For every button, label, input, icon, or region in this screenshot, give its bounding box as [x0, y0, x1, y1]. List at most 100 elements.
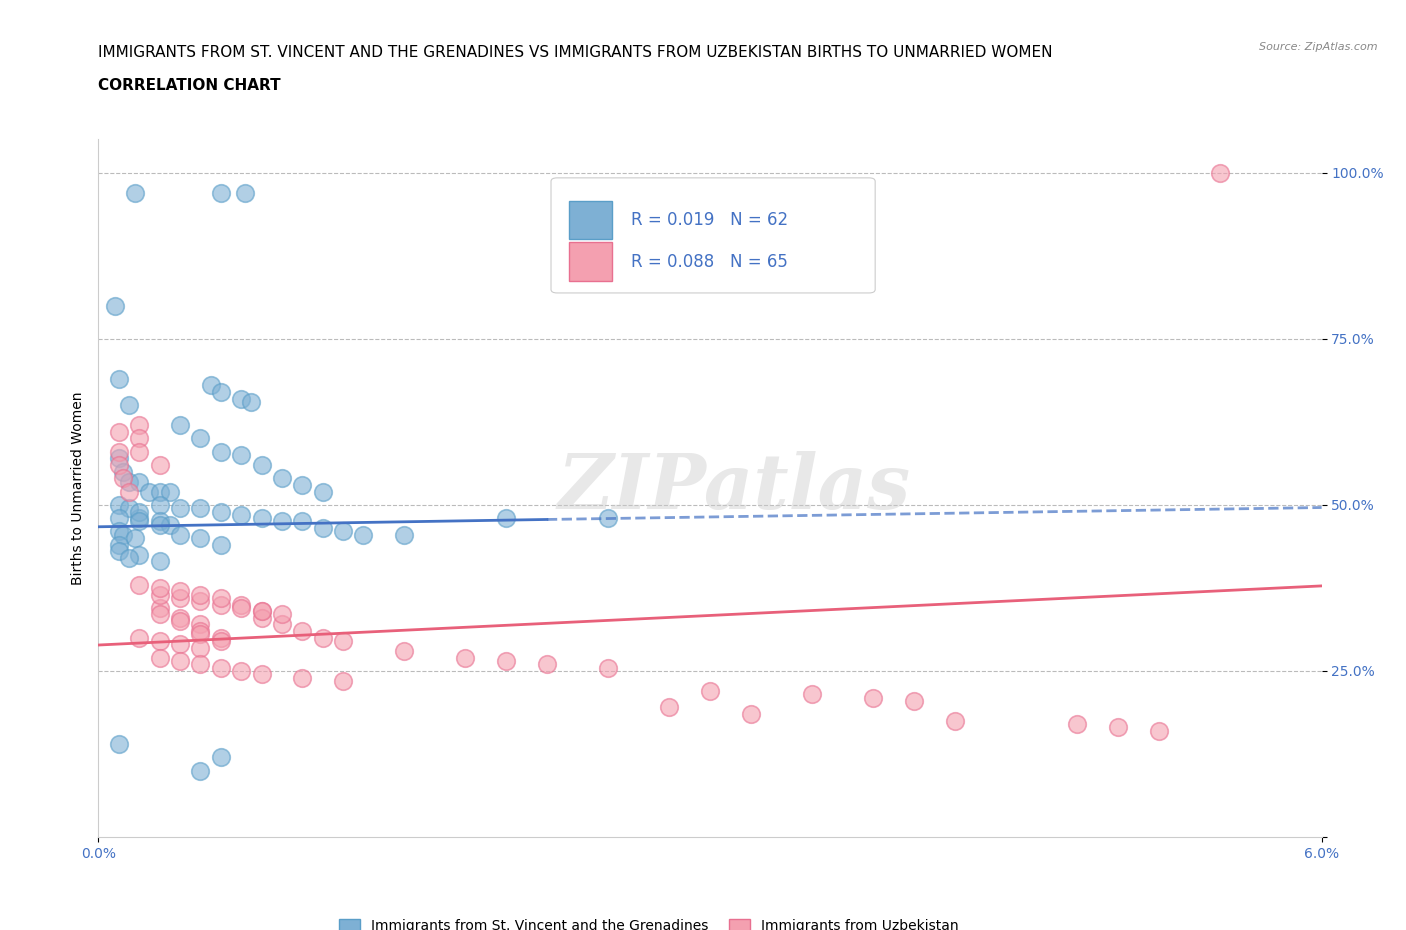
Point	[128, 445, 150, 459]
Point	[943, 713, 966, 728]
Point	[311, 631, 335, 645]
Point	[111, 464, 134, 479]
Y-axis label: Births to Unmarried Women: Births to Unmarried Women	[70, 392, 84, 585]
Point	[118, 474, 141, 489]
Point	[188, 764, 212, 778]
Point	[291, 671, 314, 685]
Point	[250, 458, 273, 472]
Point	[188, 624, 212, 639]
Point	[108, 524, 131, 538]
Point	[159, 517, 181, 532]
Point	[149, 554, 172, 569]
Point	[188, 587, 212, 602]
Point	[108, 544, 131, 559]
Point	[233, 185, 256, 200]
Point	[658, 700, 681, 715]
Text: CORRELATION CHART: CORRELATION CHART	[98, 78, 281, 93]
Point	[128, 418, 150, 432]
Point	[332, 524, 354, 538]
Point	[231, 447, 253, 462]
Legend: Immigrants from St. Vincent and the Grenadines, Immigrants from Uzbekistan: Immigrants from St. Vincent and the Gren…	[333, 913, 965, 930]
Point	[231, 601, 253, 616]
Point	[1066, 717, 1088, 732]
Text: Source: ZipAtlas.com: Source: ZipAtlas.com	[1260, 42, 1378, 52]
Point	[149, 633, 172, 648]
Point	[699, 684, 721, 698]
Text: ZIPatlas: ZIPatlas	[558, 451, 911, 525]
Point	[128, 514, 150, 529]
Point	[188, 593, 212, 608]
Point	[598, 511, 620, 525]
Point	[291, 514, 314, 529]
Point	[169, 610, 191, 625]
Point	[169, 614, 191, 629]
Point	[250, 610, 273, 625]
Point	[332, 673, 354, 688]
Point	[188, 627, 212, 642]
FancyBboxPatch shape	[551, 178, 875, 293]
Point	[598, 660, 620, 675]
Point	[209, 504, 232, 519]
Point	[149, 458, 172, 472]
Point	[108, 451, 131, 466]
Point	[1208, 166, 1232, 180]
Point	[862, 690, 884, 705]
Point	[108, 498, 131, 512]
Text: IMMIGRANTS FROM ST. VINCENT AND THE GRENADINES VS IMMIGRANTS FROM UZBEKISTAN BIR: IMMIGRANTS FROM ST. VINCENT AND THE GREN…	[98, 46, 1053, 60]
Point	[108, 371, 131, 386]
Point	[250, 604, 273, 618]
FancyBboxPatch shape	[569, 201, 612, 239]
Point	[128, 511, 150, 525]
Point	[311, 485, 335, 499]
Point	[311, 521, 335, 536]
Point	[138, 485, 160, 499]
Point	[209, 445, 232, 459]
Point	[270, 471, 292, 485]
Point	[111, 527, 134, 542]
Point	[169, 591, 191, 605]
Point	[149, 601, 172, 616]
Point	[169, 654, 191, 669]
Point	[188, 531, 212, 546]
Point	[169, 637, 191, 652]
Point	[903, 694, 925, 709]
Point	[536, 657, 558, 671]
Point	[188, 431, 212, 445]
Point	[392, 527, 416, 542]
Point	[128, 431, 150, 445]
Point	[118, 500, 141, 515]
Point	[149, 517, 172, 532]
Point	[291, 624, 314, 639]
Point	[188, 657, 212, 671]
Point	[128, 547, 150, 562]
Point	[209, 185, 232, 200]
Point	[231, 597, 253, 612]
Point	[740, 707, 762, 722]
Point	[169, 418, 191, 432]
Point	[1107, 720, 1129, 735]
Point	[111, 471, 134, 485]
Point	[209, 384, 232, 399]
Point	[169, 584, 191, 599]
Point	[149, 650, 172, 665]
Point	[1147, 724, 1170, 738]
Point	[104, 299, 127, 313]
Point	[392, 644, 416, 658]
Point	[352, 527, 374, 542]
Point	[270, 607, 292, 622]
Point	[118, 398, 141, 413]
Point	[250, 511, 273, 525]
Point	[270, 514, 292, 529]
Point	[149, 587, 172, 602]
Point	[169, 500, 191, 515]
Point	[209, 597, 232, 612]
Point	[118, 551, 141, 565]
Point	[108, 511, 131, 525]
Point	[209, 591, 232, 605]
Point	[250, 667, 273, 682]
Point	[128, 631, 150, 645]
Point	[108, 538, 131, 552]
Point	[108, 737, 131, 751]
Text: R = 0.088   N = 65: R = 0.088 N = 65	[630, 253, 787, 271]
Point	[209, 631, 232, 645]
